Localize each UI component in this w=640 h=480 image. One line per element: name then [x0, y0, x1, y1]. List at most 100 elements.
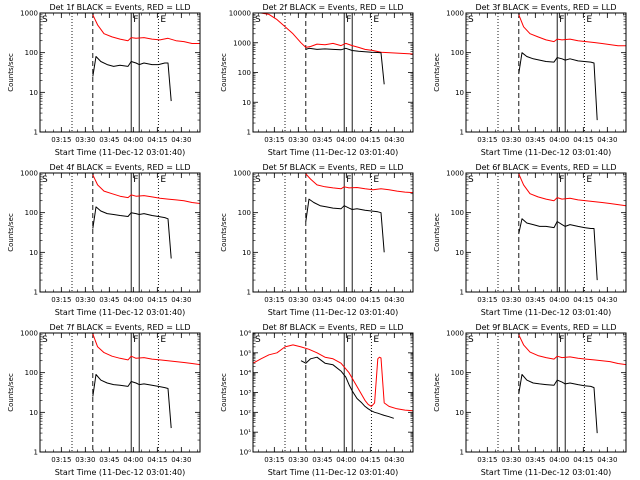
event-marker-label: F	[346, 175, 351, 185]
y-axis-label: Counts/sec	[433, 213, 441, 252]
plot-frame	[252, 12, 414, 133]
x-tick-label: 03:45	[99, 296, 119, 304]
detector-plot-8: Det 8f BLACK = Events, RED = LLD Counts/s…	[220, 323, 414, 477]
x-tick-label: 03:45	[525, 296, 545, 304]
x-tick-label: 03:30	[501, 296, 521, 304]
plot-frame	[252, 172, 414, 293]
y-axis-label: Counts/sec	[7, 53, 15, 92]
events-series-line	[518, 374, 598, 434]
y-tick-label: 100	[451, 369, 464, 377]
plot-frame	[39, 12, 201, 133]
x-tick-label: 04:00	[549, 136, 569, 144]
y-tick-label: 10	[455, 89, 464, 97]
detector-plot-1: Det 1f BLACK = Events, RED = LLD Counts/s…	[7, 3, 201, 157]
event-marker-label: E	[586, 335, 592, 345]
plot-frame	[39, 172, 201, 293]
x-tick-label: 03:45	[525, 136, 545, 144]
event-marker-label: F	[133, 175, 138, 185]
event-marker-label: S	[255, 175, 261, 185]
x-tick-label: 03:45	[99, 136, 119, 144]
event-marker-label: S	[255, 335, 261, 345]
y-tick-label: 10	[29, 249, 38, 257]
event-marker-label: E	[586, 175, 592, 185]
events-series-line	[92, 206, 172, 259]
x-axis-label: Start Time (11-Dec-12 03:01:40)	[268, 148, 399, 157]
y-tick-label: 1	[247, 129, 251, 137]
event-marker-label: S	[468, 335, 474, 345]
x-tick-label: 03:15	[264, 136, 284, 144]
event-marker-label: E	[373, 175, 379, 185]
y-axis-label: Counts/sec	[7, 213, 15, 252]
events-series-line	[92, 56, 172, 102]
x-axis-label: Start Time (11-Dec-12 03:01:40)	[55, 148, 186, 157]
x-tick-label: 03:15	[477, 296, 497, 304]
x-tick-label: 03:30	[501, 136, 521, 144]
event-marker-label: F	[346, 335, 351, 345]
lld-series-line	[92, 14, 200, 44]
y-tick-label: 10¹	[239, 429, 251, 437]
y-tick-label: 1000	[446, 330, 464, 338]
detector-plot-9: Det 9f BLACK = Events, RED = LLD Counts/s…	[433, 323, 627, 477]
y-tick-label: 1000	[20, 170, 38, 178]
event-marker-label: S	[255, 15, 261, 25]
y-axis-label: Counts/sec	[220, 53, 228, 92]
y-tick-label: 10⁵	[239, 349, 251, 357]
x-tick-label: 04:15	[360, 296, 380, 304]
x-tick-label: 03:45	[312, 136, 332, 144]
lld-series-line	[92, 174, 201, 204]
detector-plot-7: Det 7f BLACK = Events, RED = LLD Counts/s…	[7, 323, 201, 477]
event-marker-label: F	[559, 335, 564, 345]
events-series-line	[518, 52, 598, 121]
x-tick-label: 03:30	[288, 136, 308, 144]
event-marker-label: S	[468, 175, 474, 185]
x-tick-label: 04:30	[171, 136, 191, 144]
y-tick-label: 10	[242, 99, 251, 107]
x-tick-label: 04:00	[549, 456, 569, 464]
events-series-line	[305, 47, 385, 85]
x-tick-label: 03:45	[525, 456, 545, 464]
events-series-line	[300, 356, 394, 419]
x-tick-label: 04:15	[360, 456, 380, 464]
event-marker-label: S	[42, 175, 48, 185]
detector-plot-6: Det 6f BLACK = Events, RED = LLD Counts/s…	[433, 163, 627, 317]
plot-title: Det 1f BLACK = Events, RED = LLD	[49, 3, 190, 12]
x-tick-label: 03:15	[51, 456, 71, 464]
y-tick-label: 1	[460, 129, 464, 137]
x-tick-label: 03:30	[75, 456, 95, 464]
x-tick-label: 04:30	[384, 296, 404, 304]
lld-series-line	[518, 173, 627, 207]
y-tick-label: 1	[34, 129, 38, 137]
y-axis-label: Counts/sec	[220, 213, 228, 252]
x-tick-label: 03:30	[501, 456, 521, 464]
x-tick-label: 04:15	[573, 456, 593, 464]
plot-frame	[465, 332, 627, 453]
x-tick-label: 04:30	[171, 456, 191, 464]
x-tick-label: 04:00	[123, 296, 143, 304]
plot-title: Det 4f BLACK = Events, RED = LLD	[49, 163, 190, 172]
lld-series-line	[518, 14, 626, 47]
x-tick-label: 04:30	[597, 456, 617, 464]
lld-series-line	[305, 173, 414, 194]
x-tick-label: 03:30	[288, 456, 308, 464]
x-tick-label: 03:45	[99, 456, 119, 464]
y-tick-label: 100	[25, 49, 38, 57]
lld-series-line	[518, 334, 627, 366]
x-tick-label: 04:00	[549, 296, 569, 304]
x-tick-label: 03:30	[75, 296, 95, 304]
plot-title: Det 3f BLACK = Events, RED = LLD	[475, 3, 616, 12]
plot-title: Det 2f BLACK = Events, RED = LLD	[262, 3, 403, 12]
y-tick-label: 1	[34, 289, 38, 297]
y-tick-label: 10⁶	[239, 330, 251, 338]
event-marker-label: F	[346, 15, 351, 25]
event-marker-label: E	[586, 15, 592, 25]
event-marker-label: E	[160, 175, 166, 185]
y-axis-label: Counts/sec	[433, 53, 441, 92]
event-marker-label: S	[42, 335, 48, 345]
x-tick-label: 04:00	[123, 136, 143, 144]
x-tick-label: 04:30	[597, 136, 617, 144]
x-tick-label: 03:15	[264, 456, 284, 464]
event-marker-label: E	[373, 15, 379, 25]
y-tick-label: 10	[29, 89, 38, 97]
y-tick-label: 10⁰	[239, 449, 251, 457]
